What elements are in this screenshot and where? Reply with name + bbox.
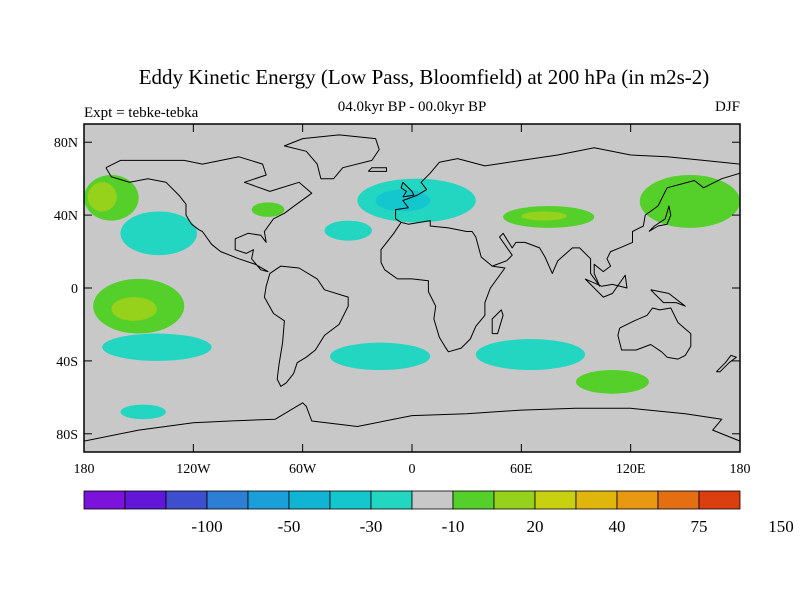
center-string: 04.0kyr BP - 00.0kyr BP — [338, 99, 487, 115]
map-background — [84, 124, 740, 452]
colorbar-label: -10 — [442, 517, 465, 536]
x-tick-label: 180 — [730, 462, 751, 477]
region-north-atlantic — [324, 220, 372, 241]
colorbar-swatch — [657, 490, 700, 510]
colorbar-label: -100 — [191, 517, 222, 536]
colorbar-label: 40 — [609, 517, 626, 536]
colorbar-swatch — [247, 490, 290, 510]
y-tick-label: 40N — [54, 209, 78, 224]
x-tick-label: 60E — [510, 462, 533, 477]
colorbar-swatch — [616, 490, 659, 510]
colorbar-swatch — [370, 490, 413, 510]
region-west-pacific — [639, 175, 740, 228]
colorbar: -100 -50 -30 -10 20 40 75 150 — [83, 490, 794, 536]
coastline-great-britain — [400, 181, 415, 198]
colorbar-label: 75 — [691, 517, 708, 536]
y-tick-label: 0 — [71, 282, 78, 297]
coastline-afro-eurasia — [380, 147, 740, 287]
y-tick-label: 80S — [56, 428, 78, 443]
axis-ticks: 180 120W 60W 0 60E 120E 180 80N 40N 0 40S 80S — [54, 124, 751, 477]
region-north-pacific-west-core — [87, 182, 117, 212]
chart-title: Eddy Kinetic Energy (Low Pass, Bloomfiel… — [139, 65, 710, 89]
region-northeast-pacific — [120, 211, 197, 256]
colorbar-swatch — [411, 490, 454, 510]
x-tick-label: 120W — [176, 462, 211, 477]
colorbar-swatch — [698, 490, 741, 510]
colorbar-swatch — [452, 490, 495, 510]
colorbar-swatch — [124, 490, 167, 510]
coastline-iceland — [367, 167, 387, 172]
y-tick-label: 40S — [56, 355, 78, 370]
region-south-indian — [576, 370, 649, 394]
coastline-greenland — [283, 134, 380, 180]
colorbar-swatch — [83, 490, 126, 510]
y-tick-label: 80N — [54, 136, 78, 151]
x-tick-label: 120E — [616, 462, 646, 477]
x-tick-label: 0 — [409, 462, 416, 477]
colorbar-swatch — [165, 490, 208, 510]
x-tick-label: 60W — [289, 462, 317, 477]
region-southern-ocean-pacific — [120, 404, 166, 420]
x-tick-label: 180 — [74, 462, 95, 477]
region-asia-jet-core — [521, 211, 567, 221]
right-string: DJF — [715, 99, 740, 115]
colorbar-swatch — [534, 490, 577, 510]
coastline-antarctica — [84, 402, 740, 442]
coastline-new-guinea — [650, 289, 686, 307]
coastline-borneo-sumatra — [584, 274, 628, 298]
colorbar-swatch — [329, 490, 372, 510]
colorbar-label: 150 — [768, 517, 794, 536]
colorbar-label: -50 — [278, 517, 301, 536]
colorbar-swatch — [206, 490, 249, 510]
colorbar-label: -30 — [360, 517, 383, 536]
colorbar-swatch — [575, 490, 618, 510]
region-south-pacific — [102, 333, 212, 361]
region-indian-ocean — [475, 339, 586, 370]
coastline-madagascar — [491, 309, 504, 335]
coastline-north-america — [105, 156, 313, 273]
colorbar-label: 20 — [527, 517, 544, 536]
coastline-south-america — [263, 265, 349, 387]
colorbar-swatch — [288, 490, 331, 510]
coastline-japan — [648, 205, 672, 232]
coastline-new-zealand — [715, 354, 737, 373]
coastline-australia — [617, 307, 692, 360]
region-north-atlantic-west — [251, 202, 285, 217]
coastline-africa-south — [380, 262, 506, 353]
region-south-atlantic — [330, 342, 431, 371]
anomaly-regions — [84, 175, 740, 420]
region-equatorial-pacific-core — [111, 297, 157, 321]
colorbar-swatch — [493, 490, 536, 510]
coastlines — [84, 134, 740, 442]
left-string: Expt = tebke-tebka — [84, 105, 199, 121]
